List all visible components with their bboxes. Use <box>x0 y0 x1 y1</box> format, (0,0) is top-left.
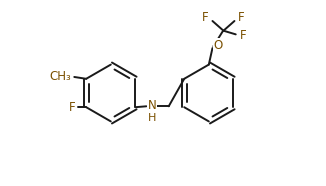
Text: N: N <box>148 99 156 112</box>
Text: H: H <box>148 113 156 123</box>
Text: F: F <box>202 11 209 24</box>
Text: O: O <box>214 39 223 52</box>
Text: F: F <box>238 11 245 24</box>
Text: F: F <box>68 101 75 114</box>
Text: CH₃: CH₃ <box>49 70 71 84</box>
Text: F: F <box>240 29 246 42</box>
